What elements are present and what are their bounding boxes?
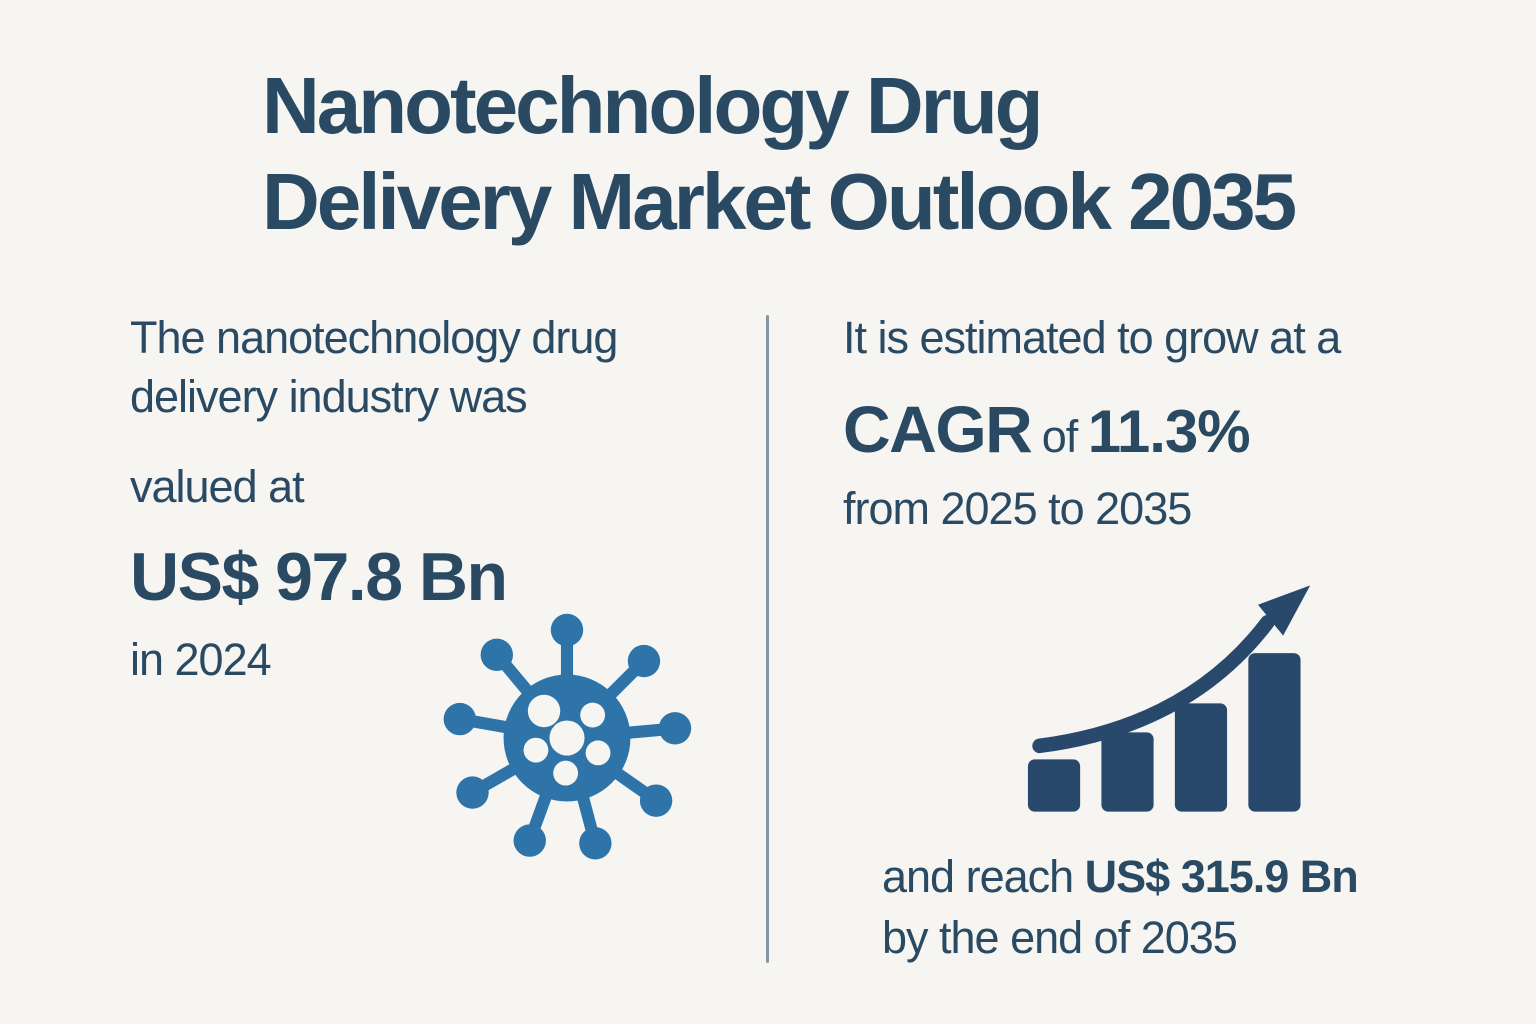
cagr-of-text: of	[1041, 411, 1079, 463]
cagr-label: CAGR	[843, 392, 1033, 467]
cagr-statement: CAGR of 11.3%	[843, 391, 1463, 467]
market-value-2024: US$ 97.8 Bn	[130, 539, 508, 616]
reach-statement: and reach US$ 315.9 Bn by the end of 203…	[882, 846, 1462, 968]
page-title-line2: Delivery Market Outlook 2035	[262, 157, 1297, 246]
right-panel: It is estimated to grow at a CAGR of 11.…	[843, 308, 1463, 539]
market-value-intro-text: The nanotechnology drug delivery industr…	[130, 312, 618, 423]
growth-icon-bar-1	[1027, 759, 1081, 812]
growth-icon-bar-4	[1248, 653, 1301, 812]
growth-icon-arrow-head	[1258, 585, 1311, 636]
market-value-year: in 2024	[130, 634, 272, 686]
growth-icon-arrow-curve	[1032, 614, 1275, 754]
vertical-divider	[766, 315, 769, 963]
reach-line1: and reach US$ 315.9 Bn	[882, 846, 1462, 907]
growth-icon-bar-3	[1174, 703, 1228, 812]
growth-intro-text: It is estimated to grow at a	[843, 312, 1341, 363]
reach-line2: by the end of 2035	[882, 912, 1238, 964]
page-title-line1: Nanotechnology Drug	[262, 61, 1044, 150]
reach-value: US$ 315.9 Bn	[1084, 851, 1359, 902]
reach-prefix-text: and reach	[882, 851, 1085, 902]
growth-icon-bar-2	[1101, 732, 1154, 812]
cagr-value: 11.3%	[1087, 398, 1251, 466]
cagr-period-text: from 2025 to 2035	[843, 483, 1192, 535]
left-panel: The nanotechnology drug delivery industr…	[130, 308, 715, 690]
page-title: Nanotechnology Drug Delivery Market Outl…	[262, 58, 1297, 250]
growth-bar-chart-arrow-icon	[1027, 585, 1311, 812]
valued-at-text: valued at	[130, 460, 305, 512]
nanoparticle-virus-icon	[443, 613, 692, 860]
